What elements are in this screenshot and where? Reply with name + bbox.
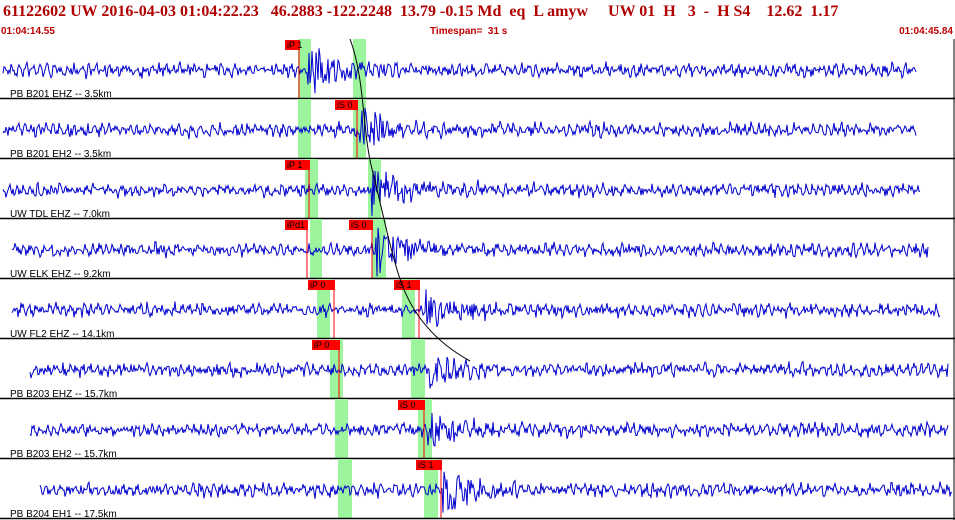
pick-label: iP 1 — [287, 40, 302, 50]
pick-marker — [285, 40, 300, 50]
pick-label: iPd1 — [287, 220, 305, 230]
pick-label: iS 1 — [396, 280, 412, 290]
pick-marker — [308, 280, 335, 290]
pick-window — [338, 459, 352, 519]
pick-marker — [398, 400, 425, 410]
pick-marker — [285, 160, 310, 170]
phase-pick[interactable]: iP 0 — [312, 340, 340, 399]
waveform-trace — [2, 48, 917, 94]
event-summary: 61122602 UW 2016-04-03 01:04:22.23 46.28… — [3, 3, 839, 20]
pick-marker — [335, 100, 358, 110]
end-time: 01:04:45.84 — [899, 26, 953, 37]
waveform-trace — [29, 413, 949, 447]
waveform-trace — [39, 471, 953, 513]
pick-label: iS 0 — [337, 100, 353, 110]
pick-marker — [349, 220, 373, 230]
start-time: 01:04:14.55 — [1, 26, 55, 37]
phase-pick[interactable]: iP 1 — [285, 40, 302, 99]
waveform-trace — [11, 227, 929, 277]
phase-pick[interactable]: iS 0 — [335, 100, 358, 159]
pick-label: iP 1 — [287, 160, 302, 170]
phase-pick[interactable]: iP 0 — [308, 280, 335, 339]
waveform-trace — [2, 107, 917, 146]
phase-pick[interactable]: iS 0 — [349, 220, 373, 279]
waveform-trace — [11, 289, 941, 327]
pick-label: iS 1 — [418, 460, 434, 470]
station-label: PB B204 EH1 -- 17.5km — [10, 509, 117, 520]
station-label: PB B203 EHZ -- 15.7km — [10, 389, 117, 400]
travel-time-curve — [349, 39, 471, 362]
pick-window — [353, 39, 366, 99]
phase-pick[interactable]: iP 1 — [285, 160, 310, 219]
pick-marker — [394, 280, 420, 290]
pick-marker — [416, 460, 442, 470]
pick-window — [330, 339, 343, 399]
phase-pick[interactable]: iS 1 — [416, 460, 442, 519]
pick-marker — [312, 340, 340, 350]
pick-label: iS 0 — [351, 220, 367, 230]
pick-window — [402, 279, 415, 339]
event-header: 61122602 UW 2016-04-03 01:04:22.23 46.28… — [0, 0, 955, 40]
phase-pick[interactable]: iPd1 — [285, 220, 308, 279]
station-label: PB B203 EH2 -- 15.7km — [10, 449, 117, 460]
pick-marker — [285, 220, 308, 230]
pick-label: iP 0 — [314, 340, 329, 350]
timespan: Timespan= 31 s — [430, 26, 508, 37]
station-label: UW TDL EHZ -- 7.0km — [10, 209, 110, 220]
waveform-trace — [29, 356, 949, 389]
pick-label: iP 0 — [310, 280, 325, 290]
station-label: UW ELK EHZ -- 9.2km — [10, 269, 111, 280]
pick-window — [353, 99, 366, 159]
seismogram-panel[interactable]: iP 1 PB B201 EHZ -- 3.5km iS 0 PB B201 EH2 … — [0, 39, 955, 520]
phase-pick[interactable]: iS 0 — [398, 400, 425, 459]
station-label: PB B201 EH2 -- 3.5km — [10, 149, 111, 160]
station-label: UW FL2 EHZ -- 14.1km — [10, 329, 114, 340]
station-label: PB B201 EHZ -- 3.5km — [10, 89, 112, 100]
pick-window — [305, 159, 318, 219]
pick-label: iS 0 — [400, 400, 416, 410]
phase-pick[interactable]: iS 1 — [394, 280, 420, 339]
waveform-trace — [2, 170, 921, 216]
